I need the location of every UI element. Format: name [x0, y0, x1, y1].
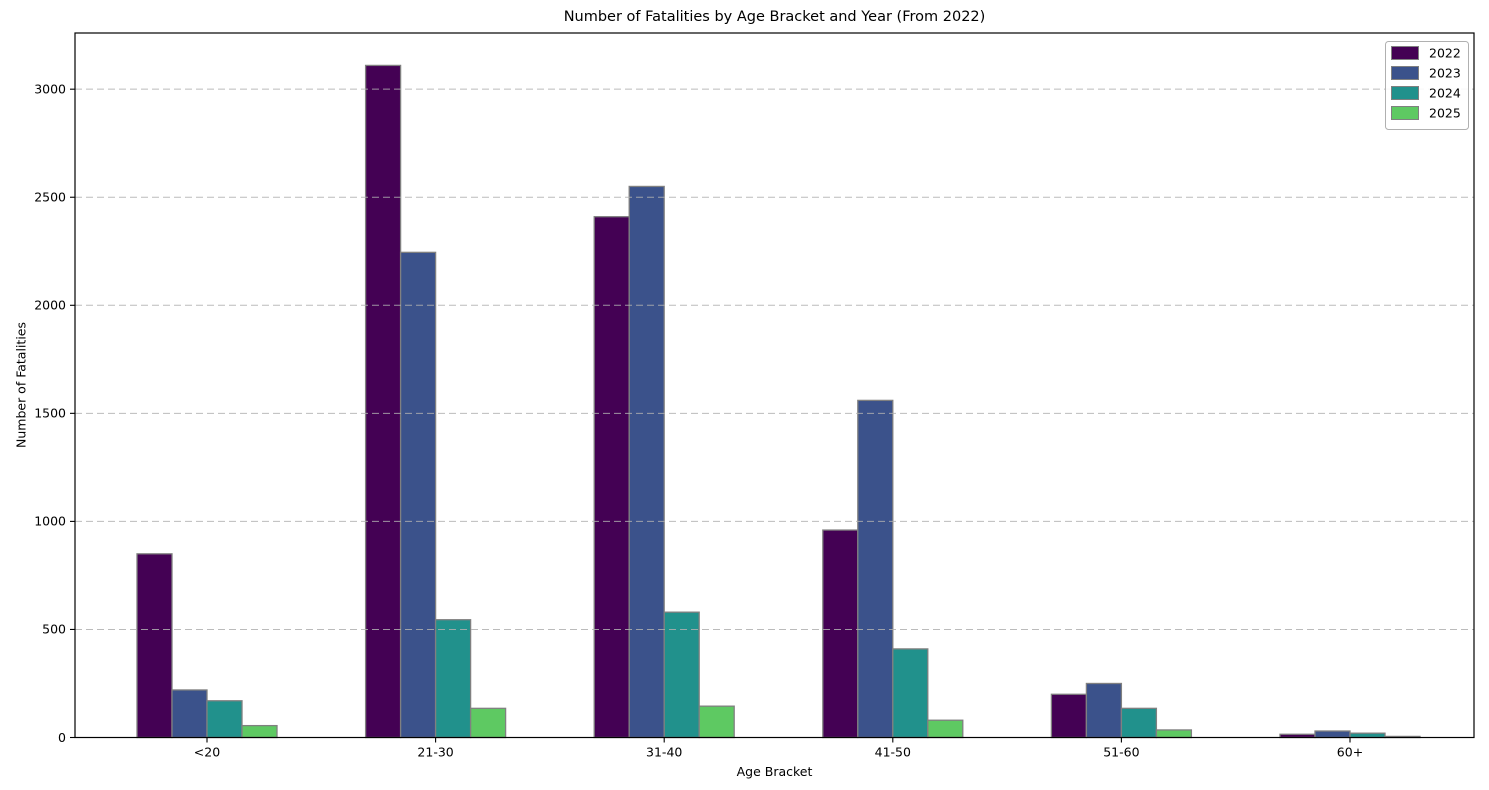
- axes-frame: [74, 32, 1475, 739]
- bar-2022-<20: [136, 553, 173, 739]
- y-tick-label-3000: 3000: [34, 81, 66, 96]
- bar-2024-31-40: [663, 611, 700, 739]
- bar-2024-51-60: [1120, 707, 1158, 739]
- bar-2024-60+: [1349, 732, 1386, 739]
- legend-swatch-2022: [1391, 46, 1419, 60]
- y-tick-label-2500: 2500: [34, 190, 66, 205]
- bar-2023-60+: [1314, 730, 1351, 739]
- bar-2022-21-30: [364, 64, 402, 739]
- bar-2023-21-30: [399, 251, 437, 739]
- bar-2025-51-60: [1155, 729, 1193, 739]
- bar-2025-21-30: [469, 707, 507, 739]
- bar-2024-21-30: [434, 619, 472, 739]
- y-tick-label-500: 500: [42, 622, 66, 637]
- bar-2022-51-60: [1050, 693, 1088, 739]
- bar-2024-41-50: [892, 648, 929, 739]
- chart-title: Number of Fatalities by Age Bracket and …: [563, 9, 986, 25]
- plot-background: [75, 33, 1474, 738]
- y-tick-label-0: 0: [58, 730, 66, 745]
- bar-2025-<20: [241, 724, 278, 739]
- y-tick-label-1000: 1000: [34, 514, 66, 529]
- x-axis-label: Age Bracket: [736, 764, 813, 779]
- bar-2025-41-50: [927, 719, 964, 739]
- legend-label-2022: 2022: [1429, 46, 1461, 61]
- legend-label-2023: 2023: [1429, 66, 1461, 81]
- x-tick-label-<20: <20: [194, 745, 220, 760]
- legend-swatch-2025: [1391, 106, 1419, 120]
- x-tick-label-51-60: 51-60: [1103, 745, 1139, 760]
- bar-2023-<20: [171, 689, 208, 739]
- legend-swatch-2024: [1391, 86, 1419, 100]
- bar-2023-51-60: [1085, 682, 1123, 739]
- bar-2023-41-50: [857, 399, 894, 739]
- bar-2022-41-50: [822, 529, 859, 739]
- bar-2025-31-40: [698, 705, 735, 739]
- legend-label-2024: 2024: [1429, 86, 1461, 101]
- x-tick-label-41-50: 41-50: [875, 745, 911, 760]
- x-tick-label-31-40: 31-40: [646, 745, 682, 760]
- x-tick-label-60+: 60+: [1337, 745, 1363, 760]
- legend-swatch-2023: [1391, 66, 1419, 80]
- bar-2023-31-40: [628, 185, 665, 739]
- y-tick-label-2000: 2000: [34, 298, 66, 313]
- bar-2024-<20: [206, 700, 243, 739]
- y-tick-label-1500: 1500: [34, 406, 66, 421]
- legend-label-2025: 2025: [1429, 106, 1461, 121]
- y-axis-label: Number of Fatalities: [13, 322, 29, 448]
- bar-2022-31-40: [593, 216, 630, 739]
- x-tick-label-21-30: 21-30: [417, 745, 453, 760]
